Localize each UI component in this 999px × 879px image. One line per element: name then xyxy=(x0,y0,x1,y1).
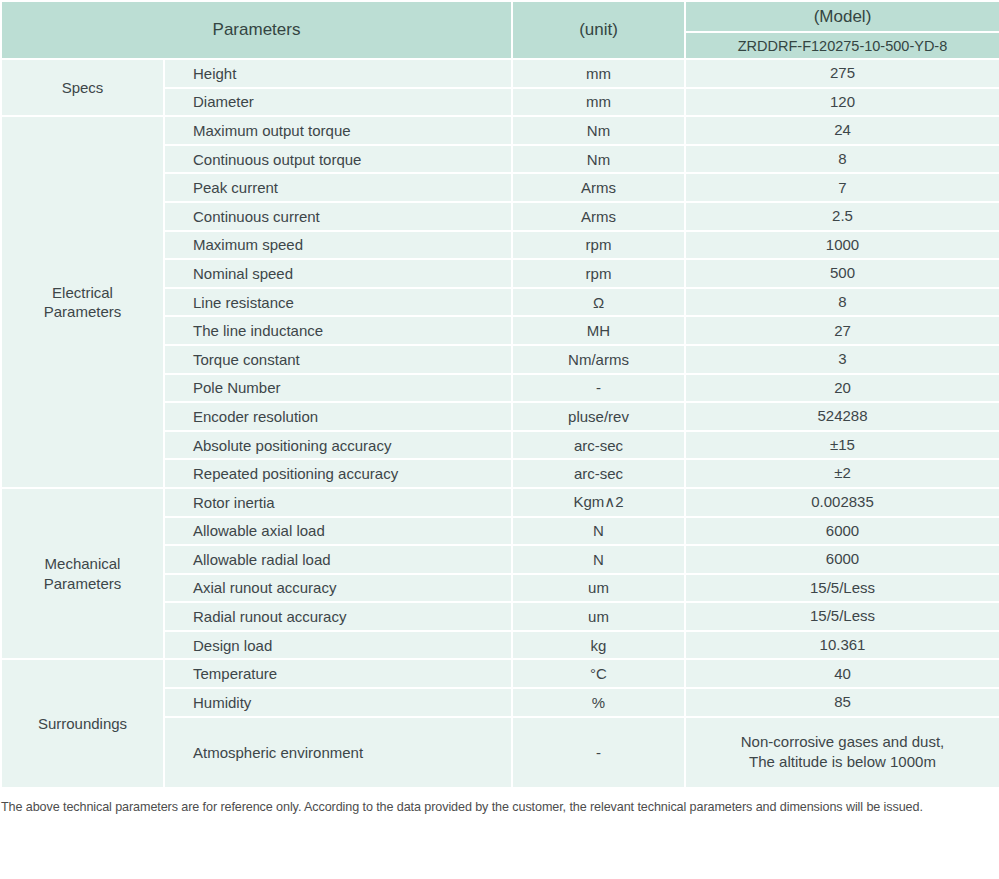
spec-table-header: Parameters (unit) (Model) ZRDDRF-F120275… xyxy=(1,1,999,59)
value-cell: ±2 xyxy=(685,459,999,488)
spec-table-body: SpecsHeightmm275Diametermm120Electrical … xyxy=(1,59,999,788)
unit-cell: rpm xyxy=(512,231,685,260)
param-cell: Rotor inertia xyxy=(164,488,512,517)
model-number: ZRDDRF-F120275-10-500-YD-8 xyxy=(685,32,999,59)
footnote: The above technical parameters are for r… xyxy=(0,800,999,814)
table-row: SpecsHeightmm275 xyxy=(1,59,999,88)
value-cell: 2.5 xyxy=(685,202,999,231)
value-cell: 8 xyxy=(685,288,999,317)
table-row: Mechanical ParametersRotor inertiaKgm∧20… xyxy=(1,488,999,517)
category-cell: Surroundings xyxy=(1,659,164,787)
param-cell: Design load xyxy=(164,631,512,660)
unit-cell: arc-sec xyxy=(512,431,685,460)
value-cell: 0.002835 xyxy=(685,488,999,517)
unit-cell: Nm xyxy=(512,116,685,145)
unit-cell: N xyxy=(512,545,685,574)
param-cell: Atmospheric environment xyxy=(164,717,512,788)
unit-cell: - xyxy=(512,374,685,403)
value-cell: 40 xyxy=(685,659,999,688)
value-cell: 10.361 xyxy=(685,631,999,660)
unit-cell: Nm xyxy=(512,145,685,174)
param-cell: The line inductance xyxy=(164,316,512,345)
unit-cell: kg xyxy=(512,631,685,660)
value-cell: 1000 xyxy=(685,231,999,260)
value-cell: 15/5/Less xyxy=(685,574,999,603)
unit-cell: rpm xyxy=(512,259,685,288)
unit-cell: mm xyxy=(512,59,685,88)
param-cell: Maximum speed xyxy=(164,231,512,260)
value-cell: 20 xyxy=(685,374,999,403)
unit-cell: Arms xyxy=(512,202,685,231)
unit-header: (unit) xyxy=(512,1,685,59)
param-cell: Allowable axial load xyxy=(164,517,512,546)
param-cell: Radial runout accuracy xyxy=(164,602,512,631)
value-cell: 6000 xyxy=(685,545,999,574)
spec-sheet: Parameters (unit) (Model) ZRDDRF-F120275… xyxy=(0,0,999,814)
header-row-1: Parameters (unit) (Model) xyxy=(1,1,999,32)
param-cell: Temperature xyxy=(164,659,512,688)
unit-cell: mm xyxy=(512,88,685,117)
param-cell: Axial runout accuracy xyxy=(164,574,512,603)
category-cell: Electrical Parameters xyxy=(1,116,164,488)
value-cell: 3 xyxy=(685,345,999,374)
value-cell: 24 xyxy=(685,116,999,145)
value-cell: 7 xyxy=(685,173,999,202)
unit-cell: Kgm∧2 xyxy=(512,488,685,517)
value-cell: 8 xyxy=(685,145,999,174)
value-cell: 275 xyxy=(685,59,999,88)
unit-cell: N xyxy=(512,517,685,546)
table-row: SurroundingsTemperature°C40 xyxy=(1,659,999,688)
unit-cell: arc-sec xyxy=(512,459,685,488)
unit-cell: % xyxy=(512,688,685,717)
table-row: Electrical ParametersMaximum output torq… xyxy=(1,116,999,145)
model-header: (Model) xyxy=(685,1,999,32)
param-cell: Line resistance xyxy=(164,288,512,317)
unit-cell: Ω xyxy=(512,288,685,317)
unit-cell: - xyxy=(512,717,685,788)
param-cell: Peak current xyxy=(164,173,512,202)
param-cell: Nominal speed xyxy=(164,259,512,288)
unit-cell: um xyxy=(512,602,685,631)
param-cell: Continuous current xyxy=(164,202,512,231)
value-cell: Non-corrosive gases and dust, The altitu… xyxy=(685,717,999,788)
value-cell: 15/5/Less xyxy=(685,602,999,631)
value-cell: 120 xyxy=(685,88,999,117)
param-cell: Continuous output torque xyxy=(164,145,512,174)
param-cell: Humidity xyxy=(164,688,512,717)
category-cell: Mechanical Parameters xyxy=(1,488,164,660)
value-cell: ±15 xyxy=(685,431,999,460)
value-cell: 85 xyxy=(685,688,999,717)
unit-cell: pluse/rev xyxy=(512,402,685,431)
unit-cell: um xyxy=(512,574,685,603)
param-cell: Absolute positioning accuracy xyxy=(164,431,512,460)
unit-cell: MH xyxy=(512,316,685,345)
category-cell: Specs xyxy=(1,59,164,116)
value-cell: 27 xyxy=(685,316,999,345)
unit-cell: Arms xyxy=(512,173,685,202)
param-cell: Allowable radial load xyxy=(164,545,512,574)
param-cell: Pole Number xyxy=(164,374,512,403)
unit-cell: °C xyxy=(512,659,685,688)
param-cell: Maximum output torque xyxy=(164,116,512,145)
parameters-header: Parameters xyxy=(1,1,512,59)
param-cell: Torque constant xyxy=(164,345,512,374)
value-cell: 500 xyxy=(685,259,999,288)
spec-table: Parameters (unit) (Model) ZRDDRF-F120275… xyxy=(0,0,999,789)
param-cell: Repeated positioning accuracy xyxy=(164,459,512,488)
param-cell: Encoder resolution xyxy=(164,402,512,431)
param-cell: Diameter xyxy=(164,88,512,117)
value-cell: 6000 xyxy=(685,517,999,546)
unit-cell: Nm/arms xyxy=(512,345,685,374)
param-cell: Height xyxy=(164,59,512,88)
value-cell: 524288 xyxy=(685,402,999,431)
